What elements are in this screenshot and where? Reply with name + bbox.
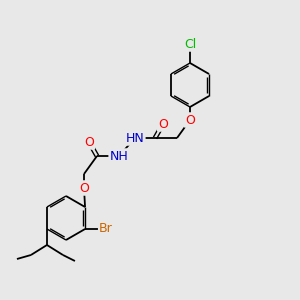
Text: O: O (158, 118, 168, 130)
Text: HN: HN (126, 131, 144, 145)
Text: O: O (84, 136, 94, 148)
Text: Br: Br (99, 223, 113, 236)
Text: O: O (185, 113, 195, 127)
Text: Cl: Cl (184, 38, 196, 50)
Text: O: O (79, 182, 89, 194)
Text: NH: NH (110, 149, 128, 163)
